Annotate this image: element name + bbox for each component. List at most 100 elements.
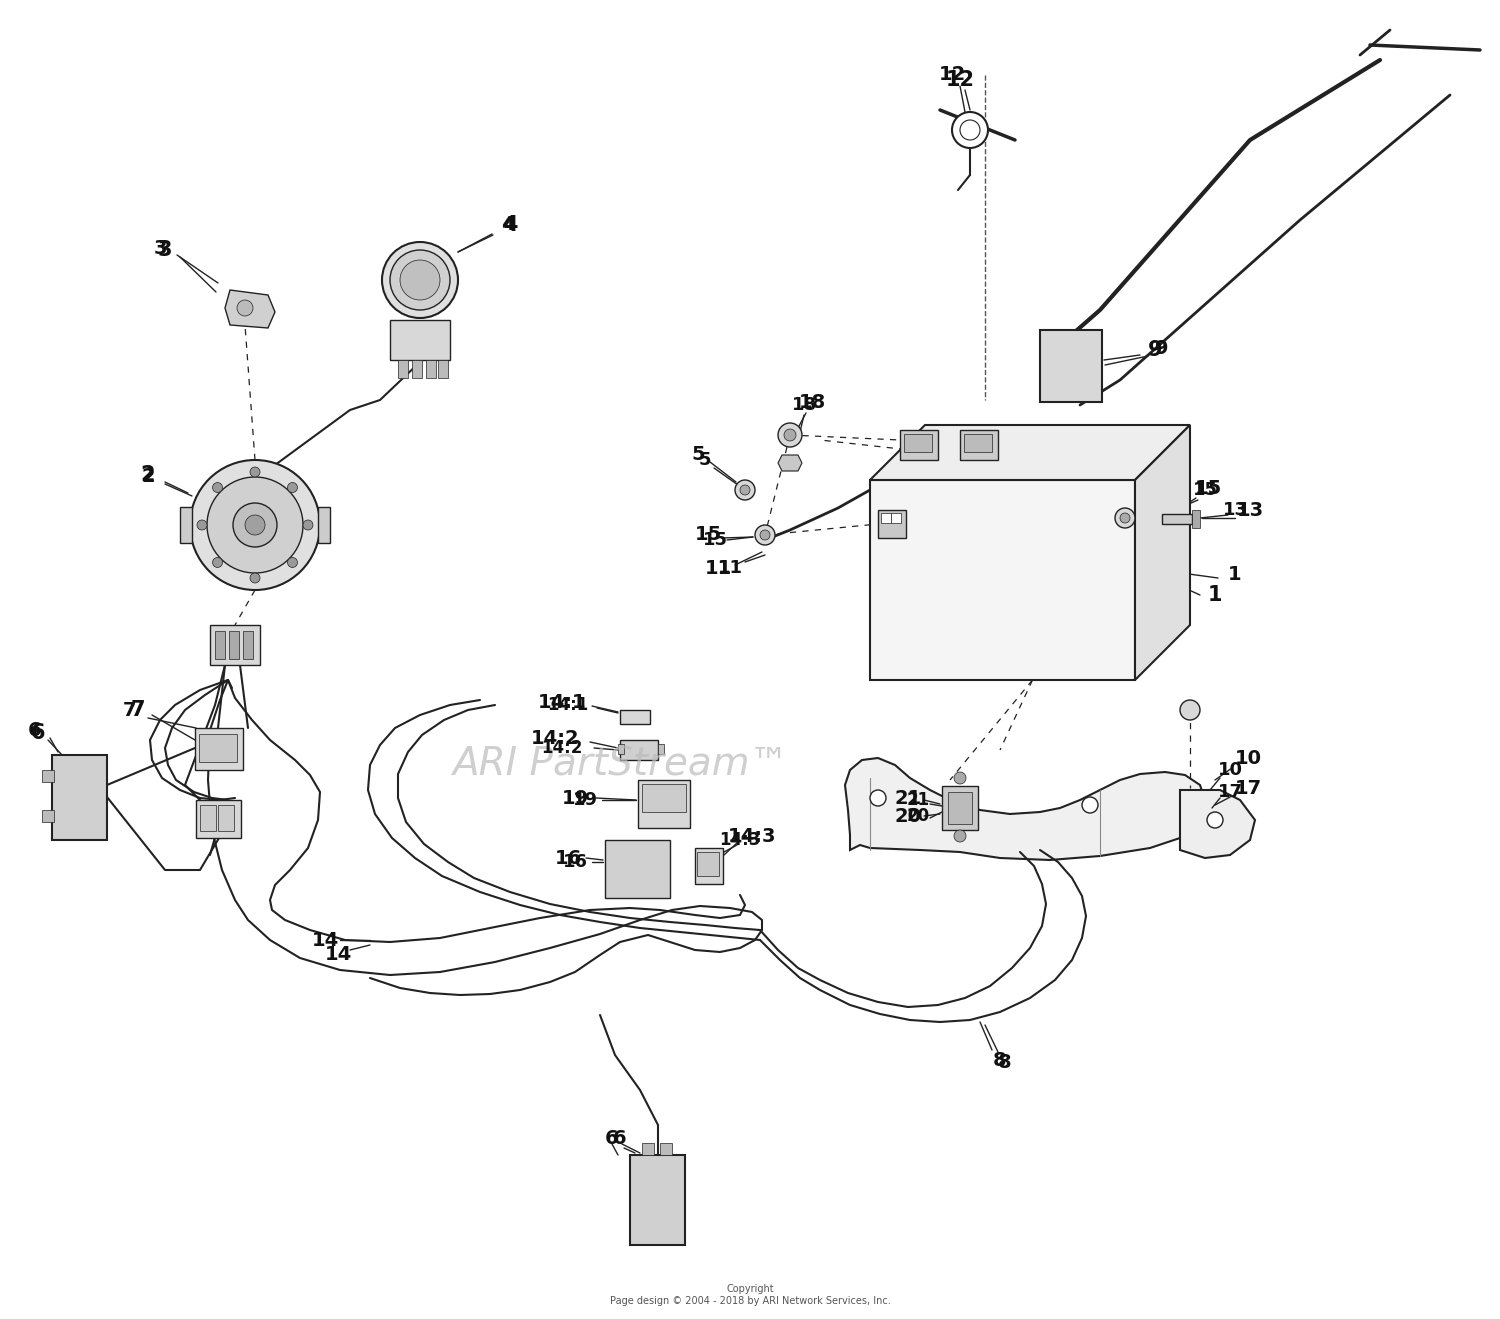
Text: 15: 15: [1194, 479, 1221, 497]
Text: 16: 16: [555, 848, 582, 868]
Bar: [398, 360, 408, 379]
Polygon shape: [1136, 425, 1190, 681]
Text: 14:2: 14:2: [531, 728, 579, 748]
Text: ARI PartStream™: ARI PartStream™: [452, 747, 789, 783]
Bar: [870, 480, 1136, 681]
Circle shape: [778, 423, 802, 447]
Text: 19: 19: [573, 791, 597, 809]
Text: 6: 6: [28, 720, 42, 740]
Bar: [604, 840, 670, 898]
Text: 17: 17: [1218, 783, 1242, 801]
Bar: [620, 740, 658, 760]
Text: 1: 1: [1228, 566, 1242, 584]
Text: 9: 9: [1155, 339, 1168, 357]
Text: 11: 11: [705, 558, 732, 578]
Text: 5: 5: [699, 451, 711, 470]
Text: 4: 4: [501, 215, 515, 233]
Bar: [210, 625, 260, 665]
Bar: [698, 852, 718, 876]
Bar: [891, 513, 902, 524]
Text: 3: 3: [158, 240, 172, 260]
Bar: [217, 805, 234, 831]
Circle shape: [382, 241, 458, 318]
Bar: [426, 360, 436, 379]
Circle shape: [190, 460, 320, 590]
Circle shape: [735, 480, 754, 500]
Bar: [180, 506, 192, 543]
Bar: [243, 630, 254, 660]
Bar: [200, 733, 237, 762]
Bar: [900, 430, 938, 460]
Text: 18: 18: [798, 393, 825, 412]
Text: 18: 18: [792, 396, 818, 414]
Text: 10: 10: [1234, 748, 1262, 768]
Circle shape: [870, 790, 886, 806]
Bar: [960, 430, 998, 460]
Text: 9: 9: [1148, 340, 1162, 360]
Text: 6: 6: [604, 1129, 619, 1148]
Text: 2: 2: [141, 467, 154, 485]
Text: 17: 17: [1234, 778, 1262, 798]
Text: 15: 15: [702, 532, 727, 549]
Text: 6: 6: [614, 1129, 627, 1148]
Circle shape: [740, 485, 750, 495]
Circle shape: [952, 112, 988, 148]
Circle shape: [1120, 513, 1130, 524]
Circle shape: [232, 503, 278, 547]
Circle shape: [1208, 813, 1222, 828]
Circle shape: [400, 260, 439, 299]
Bar: [620, 710, 650, 724]
Circle shape: [1114, 508, 1136, 528]
Circle shape: [213, 483, 222, 492]
Bar: [638, 780, 690, 828]
Bar: [413, 360, 422, 379]
Bar: [42, 810, 54, 822]
Circle shape: [237, 299, 254, 317]
Text: 14: 14: [312, 930, 339, 950]
Bar: [630, 1155, 686, 1245]
Circle shape: [1082, 797, 1098, 813]
Text: Copyright
Page design © 2004 - 2018 by ARI Network Services, Inc.: Copyright Page design © 2004 - 2018 by A…: [609, 1285, 891, 1306]
Text: 12: 12: [945, 70, 975, 90]
Text: 21: 21: [906, 791, 930, 809]
Bar: [964, 434, 992, 452]
Text: 11: 11: [717, 559, 742, 576]
Circle shape: [251, 572, 260, 583]
Text: 14:2: 14:2: [542, 739, 582, 757]
Polygon shape: [870, 425, 1190, 480]
Circle shape: [196, 520, 207, 530]
Bar: [42, 770, 54, 782]
Bar: [878, 510, 906, 538]
Text: 13: 13: [1236, 500, 1263, 520]
Text: 20: 20: [894, 806, 921, 826]
Bar: [195, 728, 243, 770]
Text: 15: 15: [694, 525, 721, 545]
Bar: [880, 513, 891, 524]
Text: 7: 7: [130, 700, 146, 720]
Text: 8: 8: [998, 1053, 1012, 1071]
Bar: [1192, 510, 1200, 528]
Text: 20: 20: [906, 807, 930, 824]
Circle shape: [213, 558, 222, 567]
Bar: [1040, 330, 1102, 402]
Text: 2: 2: [141, 466, 156, 485]
Circle shape: [1180, 700, 1200, 720]
Polygon shape: [778, 455, 802, 471]
Bar: [618, 744, 624, 754]
Bar: [942, 786, 978, 830]
Bar: [642, 1144, 654, 1155]
Text: 10: 10: [1218, 761, 1242, 780]
Polygon shape: [225, 290, 274, 328]
Circle shape: [288, 483, 297, 492]
Circle shape: [288, 558, 297, 567]
Text: 14:1: 14:1: [548, 696, 588, 714]
Text: 12: 12: [939, 66, 966, 84]
Text: 15: 15: [1192, 481, 1218, 499]
Polygon shape: [1180, 790, 1256, 857]
Text: 7: 7: [123, 700, 136, 719]
Bar: [200, 805, 216, 831]
Text: 16: 16: [562, 853, 588, 871]
Circle shape: [784, 429, 796, 441]
Text: 14: 14: [324, 946, 351, 964]
Circle shape: [954, 772, 966, 783]
